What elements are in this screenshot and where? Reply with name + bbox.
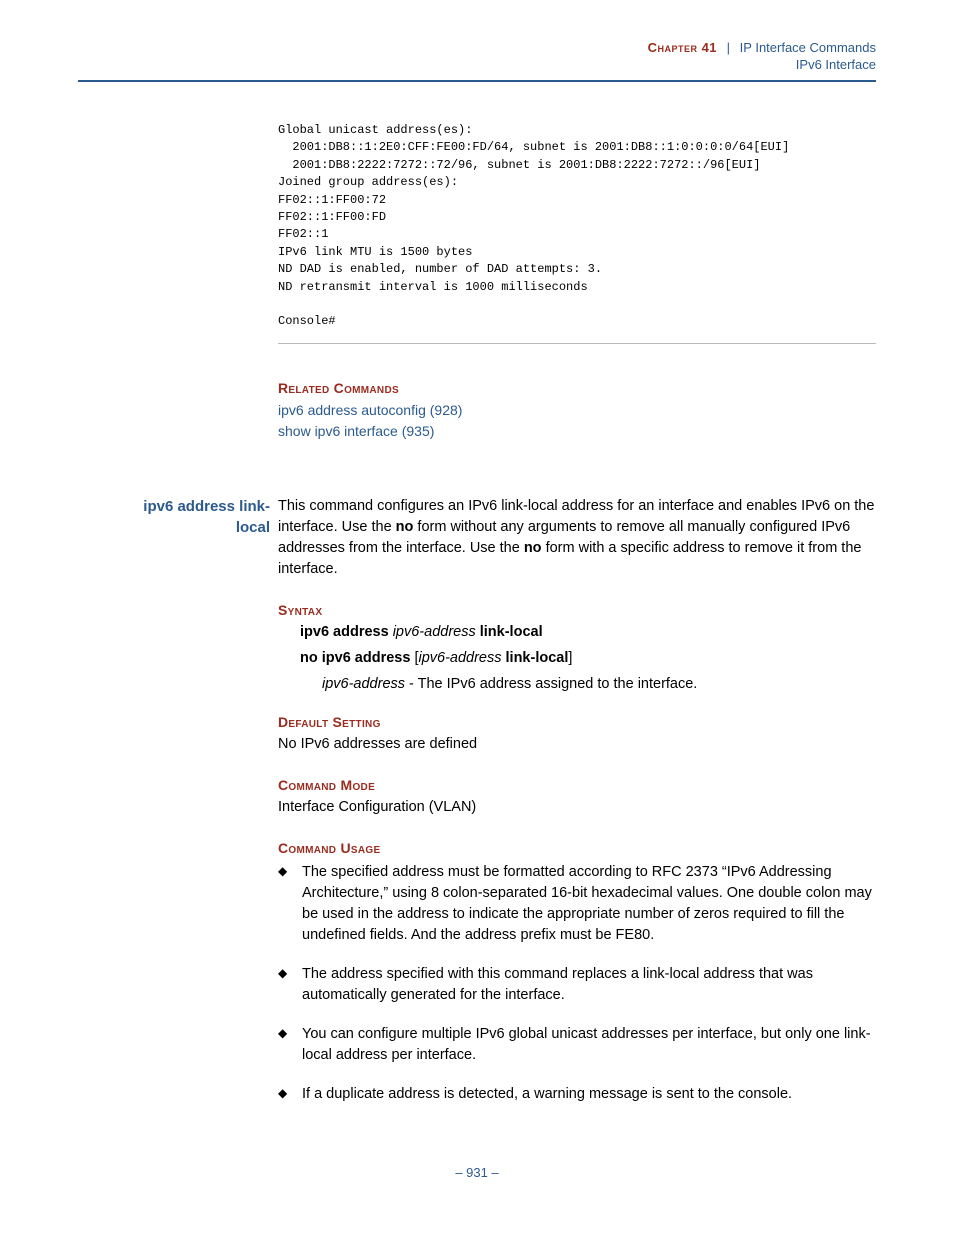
command-name: ipv6 address link- local (78, 496, 278, 580)
list-item: If a duplicate address is detected, a wa… (278, 1084, 876, 1105)
command-usage-heading: Command Usage (278, 840, 876, 856)
page-footer: – 931 – (78, 1165, 876, 1180)
related-link-1[interactable]: ipv6 address autoconfig (928) (278, 400, 876, 421)
console-output: Global unicast address(es): 2001:DB8::1:… (278, 122, 876, 344)
header-subtitle: IPv6 Interface (78, 57, 876, 72)
page: Chapter 41 | IP Interface Commands IPv6 … (0, 0, 954, 1220)
list-item: The address specified with this command … (278, 964, 876, 1006)
command-name-line2: local (236, 519, 270, 536)
chapter-label: Chapter 41 (648, 40, 717, 55)
page-header: Chapter 41 | IP Interface Commands IPv6 … (78, 40, 876, 82)
header-title: IP Interface Commands (740, 40, 876, 55)
related-link-2[interactable]: show ipv6 interface (935) (278, 421, 876, 442)
command-usage-list: The specified address must be formatted … (278, 862, 876, 1105)
default-setting-heading: Default Setting (278, 714, 876, 730)
command-mode-text: Interface Configuration (VLAN) (278, 797, 876, 818)
header-separator: | (727, 40, 730, 55)
command-name-line1: ipv6 address link- (143, 498, 270, 515)
command-details: Syntax ipv6 address ipv6-address link-lo… (278, 602, 876, 1105)
default-setting-text: No IPv6 addresses are defined (278, 734, 876, 755)
syntax-line-2: no ipv6 address [ipv6-address link-local… (300, 650, 876, 666)
syntax-line-1: ipv6 address ipv6-address link-local (300, 624, 876, 640)
console-output-region: Global unicast address(es): 2001:DB8::1:… (278, 122, 876, 442)
command-mode-heading: Command Mode (278, 777, 876, 793)
command-description: This command configures an IPv6 link-loc… (278, 496, 876, 580)
syntax-param: ipv6-address - The IPv6 address assigned… (322, 676, 876, 692)
syntax-heading: Syntax (278, 602, 876, 618)
command-block: ipv6 address link- local This command co… (78, 496, 876, 580)
list-item: You can configure multiple IPv6 global u… (278, 1024, 876, 1066)
related-commands-heading: Related Commands (278, 380, 876, 396)
header-line-1: Chapter 41 | IP Interface Commands (78, 40, 876, 55)
list-item: The specified address must be formatted … (278, 862, 876, 946)
